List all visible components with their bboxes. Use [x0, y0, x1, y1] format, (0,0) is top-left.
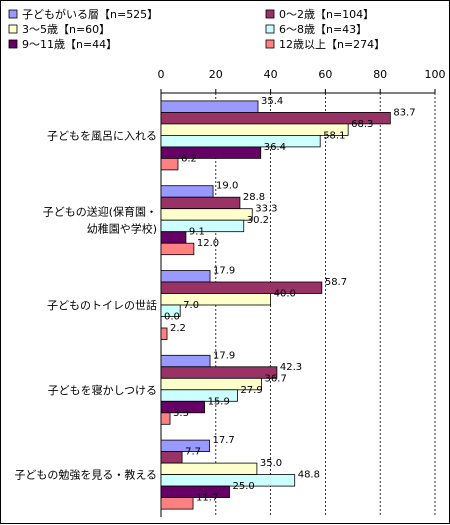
data-label-c3-s5: 3.3 [173, 408, 189, 419]
data-label-c0-s2: 68.3 [351, 119, 373, 130]
bars [160, 100, 391, 510]
data-label-c2-s3: 7.0 [183, 300, 199, 311]
data-label-c3-s3: 27.9 [240, 385, 262, 396]
bar-c0-s2 [160, 123, 349, 136]
data-label-c3-s1: 42.3 [280, 362, 302, 373]
x-tick-label-2: 40 [264, 68, 278, 81]
x-tick-label-3: 60 [318, 68, 332, 81]
bar-c2-s0 [160, 270, 211, 283]
bar-c2-s2 [160, 293, 271, 306]
bar-c1-s2 [160, 208, 253, 221]
category-label-3-0: 子どもを寝かしつける [48, 383, 157, 397]
x-tick-label-5: 100 [425, 68, 446, 81]
data-label-c2-s2: 40.0 [274, 289, 296, 300]
data-label-c2-s1: 58.7 [325, 277, 347, 288]
bar-c3-s5 [160, 412, 171, 425]
bar-c3-s1 [160, 366, 278, 379]
data-label-c2-s4: 0.0 [164, 312, 180, 323]
legend-label-2: 3～5歳【n=60】 [22, 23, 110, 36]
legend-label-5: 12歳以上【n=274】 [279, 38, 385, 51]
legend-label-3: 6～8歳【n=43】 [279, 23, 367, 36]
legend-swatch-3 [265, 24, 275, 34]
data-label-c0-s5: 6.2 [181, 153, 197, 164]
data-label-c0-s4: 36.4 [264, 142, 286, 153]
bar-c2-s1 [160, 281, 323, 294]
data-label-c1-s1: 28.8 [243, 192, 265, 203]
data-label-c1-s3: 30.2 [247, 215, 269, 226]
data-label-c3-s2: 36.7 [265, 373, 287, 384]
x-tick-label-1: 20 [209, 68, 223, 81]
data-label-c4-s1: 7.7 [185, 447, 201, 458]
bar-c4-s0 [160, 439, 210, 453]
data-label-c3-s0: 17.9 [213, 350, 235, 361]
bar-c1-s1 [160, 196, 241, 210]
data-labels: 35.4 83.7 68.3 58.1 36.4 6.2 19.0 28.833.330.2 9… [164, 96, 416, 504]
category-label-0-0: 子どもを風呂に入れる [47, 129, 157, 142]
legend-label-4: 9～11歳【n=44】 [22, 38, 117, 51]
category-label-1-1: 幼稚園や学校) [87, 222, 157, 236]
bar-c4-s3 [160, 474, 296, 487]
data-label-c4-s0: 17.7 [212, 435, 234, 446]
legend-swatch-1 [265, 9, 275, 19]
bar-c0-s4 [160, 146, 262, 159]
data-label-c1-s4: 9.1 [189, 227, 205, 238]
legend: 子どもがいる層【n=525】 0～2歳【n=104】 3～5歳【n=60】 6～8歳【… [8, 7, 385, 51]
bar-c0-s3 [160, 134, 321, 148]
data-label-c1-s2: 33.3 [255, 204, 277, 215]
data-label-c4-s4: 25.0 [233, 481, 255, 492]
bar-c4-s2 [160, 462, 258, 476]
bar-c4-s1 [160, 451, 183, 464]
bar-c1-s5 [160, 242, 195, 256]
category-labels: 子どもを風呂に入れる子どもの送迎(保育園・幼稚園や学校)子どものトイレの世話子ど… [14, 129, 157, 481]
data-label-c4-s3: 48.8 [298, 470, 320, 481]
legend-swatch-2 [8, 24, 18, 34]
legend-swatch-5 [265, 39, 275, 49]
x-tick-label-4: 80 [373, 68, 387, 81]
data-label-c0-s1: 83.7 [393, 107, 415, 118]
data-label-c0-s0: 35.4 [261, 96, 283, 107]
category-label-2-0: 子どものトイレの世話 [47, 298, 157, 312]
bar-c3-s4 [160, 400, 205, 414]
data-label-c2-s5: 2.2 [170, 323, 186, 334]
bar-c1-s3 [160, 219, 245, 233]
bar-c1-s0 [160, 185, 214, 198]
data-label-c1-s5: 12.0 [197, 238, 219, 249]
bar-c3-s0 [160, 354, 211, 368]
bar-c1-s4 [160, 231, 187, 244]
bar-c4-s5 [160, 497, 194, 510]
data-label-c4-s5: 11.7 [196, 493, 218, 504]
x-tick-label-0: 0 [158, 68, 165, 81]
data-label-c4-s2: 35.0 [260, 458, 282, 469]
bar-c2-s3 [160, 304, 181, 317]
bar-c4-s4 [160, 485, 230, 499]
legend-label-0: 子どもがいる層【n=525】 [22, 7, 158, 21]
bar-c2-s5 [160, 327, 168, 340]
data-label-c2-s0: 17.9 [213, 266, 235, 277]
legend-label-1: 0～2歳【n=104】 [279, 8, 374, 21]
bar-c0-s0 [160, 100, 259, 113]
data-label-c1-s0: 19.0 [216, 181, 238, 192]
data-label-c0-s3: 58.1 [323, 130, 345, 141]
category-label-4-0: 子どもの勉強を見る・教える [14, 468, 157, 482]
legend-swatch-4 [8, 39, 18, 49]
bar-c0-s5 [160, 157, 179, 171]
data-label-c3-s4: 15.9 [208, 396, 230, 407]
category-label-1-0: 子どもの送迎(保育園・ [43, 205, 157, 219]
legend-swatch-0 [8, 9, 18, 19]
